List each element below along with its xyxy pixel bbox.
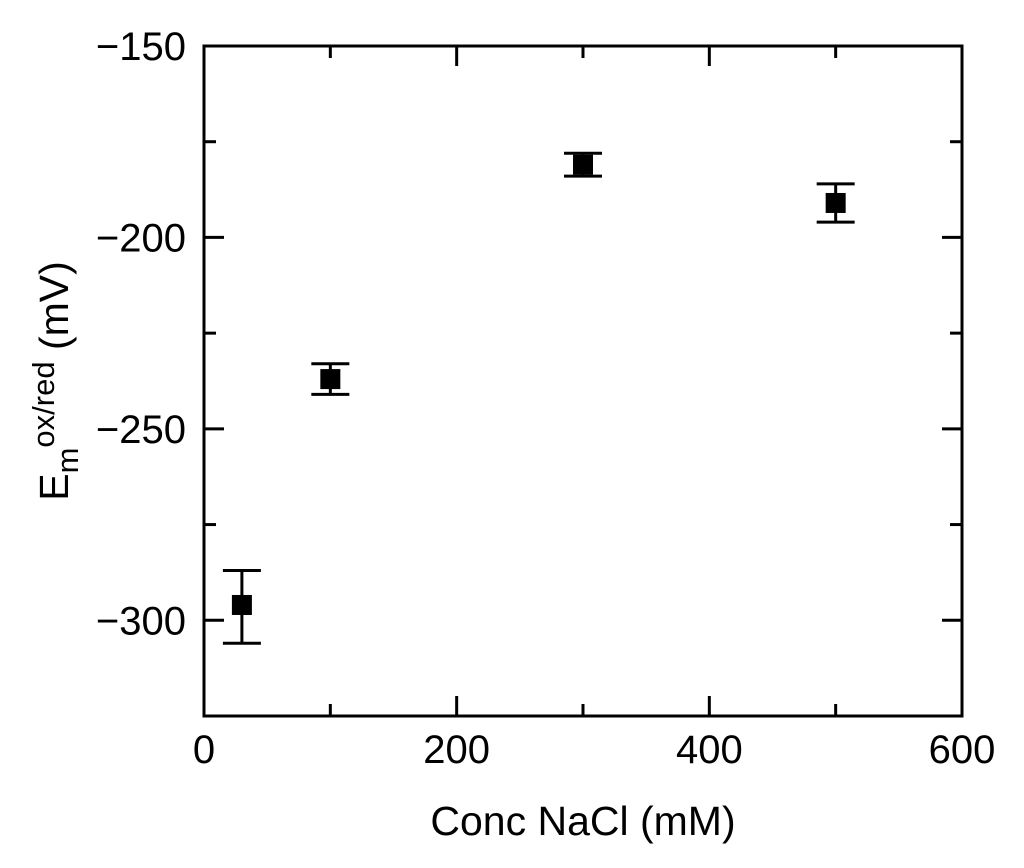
square-marker xyxy=(320,369,341,390)
tick-labels: 0 200 400 600 −150 −200 −250 −300 xyxy=(96,25,995,772)
plot-frame xyxy=(202,44,964,718)
data-point xyxy=(222,569,261,645)
x-tick-label: 0 xyxy=(193,728,215,772)
square-marker xyxy=(231,594,252,615)
y-axis-label-unit: (mV) xyxy=(31,261,77,361)
y-tick-label: −300 xyxy=(96,599,186,643)
square-marker xyxy=(573,154,593,175)
y-tick-label: −150 xyxy=(96,25,186,69)
data-point xyxy=(564,151,602,178)
x-tick-label: 200 xyxy=(423,728,490,772)
y-tick-label: −250 xyxy=(96,408,186,452)
data-point xyxy=(311,362,350,396)
x-tick-label: 400 xyxy=(676,728,743,772)
x-tick-label: 600 xyxy=(929,728,996,772)
y-axis-label: Emox/red (mV) xyxy=(26,261,85,501)
y-axis-label-main: E xyxy=(31,473,77,500)
data-points xyxy=(222,151,855,645)
axis-ticks xyxy=(202,44,964,718)
x-axis-label: Conc NaCl (mM) xyxy=(430,798,735,844)
y-axis-label-subscript: m xyxy=(50,448,85,474)
y-tick-label: −200 xyxy=(96,216,186,260)
y-axis-label-superscript: ox/red xyxy=(26,361,61,447)
data-point xyxy=(816,182,855,224)
square-marker xyxy=(825,192,846,213)
